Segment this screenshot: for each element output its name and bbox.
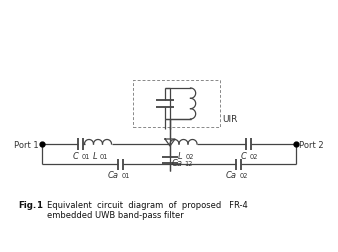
Text: Equivalent  circuit  diagram  of  proposed   FR-4: Equivalent circuit diagram of proposed F…: [47, 200, 248, 209]
Text: C: C: [241, 151, 247, 160]
Text: Ca: Ca: [226, 170, 237, 179]
Text: 02: 02: [250, 153, 259, 159]
Text: L: L: [92, 151, 97, 160]
Text: Fig.: Fig.: [18, 200, 36, 209]
Bar: [133, 81, 220, 128]
Text: 02: 02: [186, 153, 194, 159]
Text: Ca: Ca: [172, 158, 183, 167]
Text: embedded UWB band-pass filter: embedded UWB band-pass filter: [47, 210, 184, 219]
Text: 12: 12: [184, 160, 192, 166]
Text: C: C: [73, 151, 79, 160]
Text: UIR: UIR: [222, 115, 237, 123]
Text: 01: 01: [82, 153, 90, 159]
Text: Port 1: Port 1: [15, 140, 39, 149]
Text: 1: 1: [36, 200, 42, 209]
Text: L: L: [178, 151, 183, 160]
Text: Ca: Ca: [108, 170, 119, 179]
Text: 01: 01: [122, 172, 130, 178]
Text: Port 2: Port 2: [299, 140, 323, 149]
Text: 02: 02: [240, 172, 248, 178]
Text: 01: 01: [100, 153, 108, 159]
